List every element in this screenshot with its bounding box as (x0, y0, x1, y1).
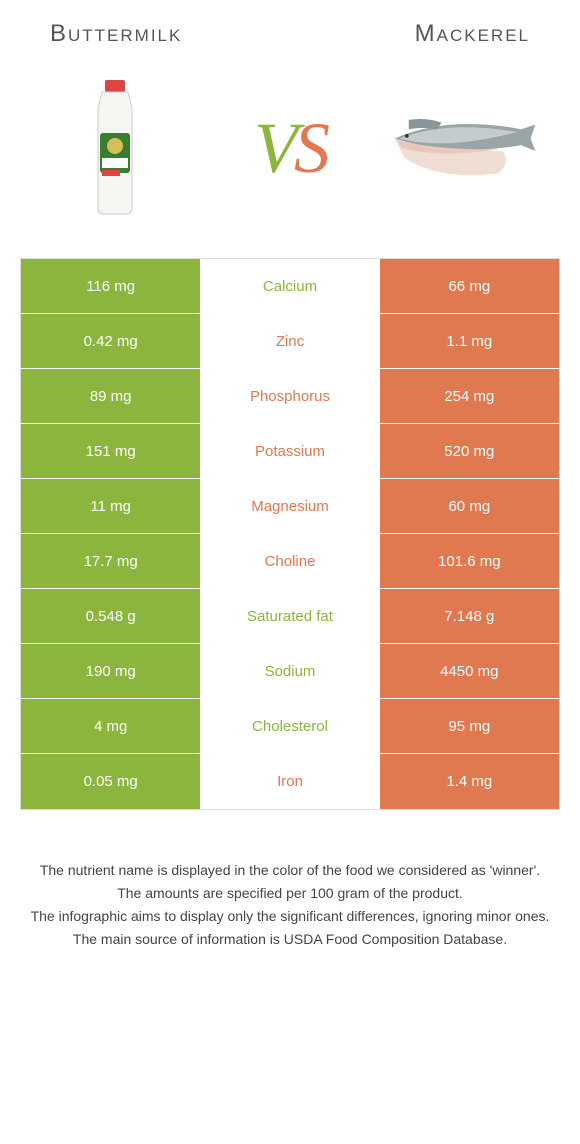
buttermilk-image (40, 78, 190, 218)
left-value: 0.42 mg (21, 314, 200, 368)
right-value: 60 mg (380, 479, 559, 533)
footer-line-4: The main source of information is USDA F… (30, 929, 550, 950)
table-row: 0.548 gSaturated fat7.148 g (21, 589, 559, 644)
fish-icon (390, 103, 540, 193)
footer-line-3: The infographic aims to display only the… (30, 906, 550, 927)
table-row: 116 mgCalcium66 mg (21, 259, 559, 314)
title-left: Buttermilk (50, 20, 182, 48)
left-value: 11 mg (21, 479, 200, 533)
right-value: 4450 mg (380, 644, 559, 698)
title-right: Mackerel (415, 20, 530, 48)
right-value: 1.4 mg (380, 754, 559, 809)
header: Buttermilk Mackerel (0, 0, 580, 58)
table-row: 151 mgPotassium520 mg (21, 424, 559, 479)
nutrient-name: Sodium (200, 644, 379, 698)
left-value: 116 mg (21, 259, 200, 313)
footer-line-1: The nutrient name is displayed in the co… (30, 860, 550, 881)
right-value: 520 mg (380, 424, 559, 478)
nutrient-name: Zinc (200, 314, 379, 368)
nutrient-name: Saturated fat (200, 589, 379, 643)
nutrient-name: Phosphorus (200, 369, 379, 423)
hero-row: VS (0, 58, 580, 258)
left-value: 89 mg (21, 369, 200, 423)
right-value: 1.1 mg (380, 314, 559, 368)
right-value: 254 mg (380, 369, 559, 423)
table-row: 0.05 mgIron1.4 mg (21, 754, 559, 809)
nutrient-name: Magnesium (200, 479, 379, 533)
footer-notes: The nutrient name is displayed in the co… (0, 810, 580, 972)
footer-line-2: The amounts are specified per 100 gram o… (30, 883, 550, 904)
nutrient-name: Potassium (200, 424, 379, 478)
nutrient-name: Calcium (200, 259, 379, 313)
mackerel-image (390, 78, 540, 218)
right-value: 7.148 g (380, 589, 559, 643)
table-row: 4 mgCholesterol95 mg (21, 699, 559, 754)
bottle-icon (80, 78, 150, 218)
vs-label: VS (254, 107, 326, 190)
table-row: 11 mgMagnesium60 mg (21, 479, 559, 534)
left-value: 4 mg (21, 699, 200, 753)
right-value: 95 mg (380, 699, 559, 753)
left-value: 0.05 mg (21, 754, 200, 809)
right-value: 101.6 mg (380, 534, 559, 588)
left-value: 151 mg (21, 424, 200, 478)
nutrient-name: Choline (200, 534, 379, 588)
left-value: 17.7 mg (21, 534, 200, 588)
right-value: 66 mg (380, 259, 559, 313)
table-row: 17.7 mgCholine101.6 mg (21, 534, 559, 589)
comparison-table: 116 mgCalcium66 mg0.42 mgZinc1.1 mg89 mg… (20, 258, 560, 810)
table-row: 0.42 mgZinc1.1 mg (21, 314, 559, 369)
table-row: 190 mgSodium4450 mg (21, 644, 559, 699)
table-row: 89 mgPhosphorus254 mg (21, 369, 559, 424)
vs-s: S (294, 108, 326, 188)
vs-v: V (254, 108, 294, 188)
left-value: 0.548 g (21, 589, 200, 643)
nutrient-name: Iron (200, 754, 379, 809)
left-value: 190 mg (21, 644, 200, 698)
nutrient-name: Cholesterol (200, 699, 379, 753)
